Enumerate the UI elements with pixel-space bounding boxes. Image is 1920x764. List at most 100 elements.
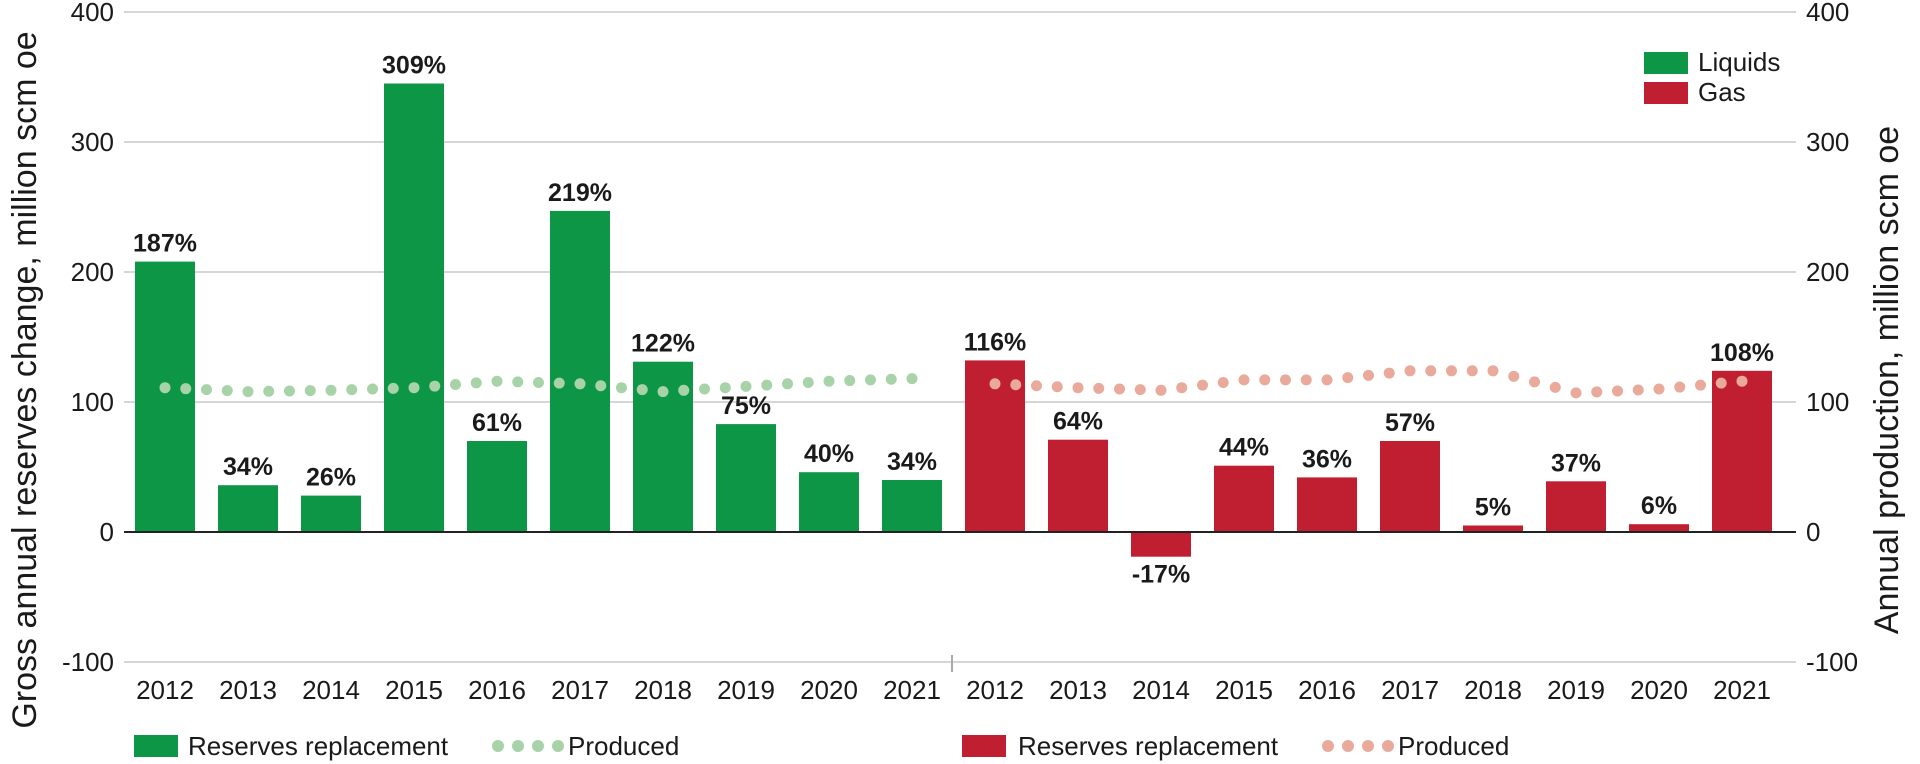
produced-dot [221,385,233,397]
produced-dot [1404,365,1416,377]
produced-dot [1695,379,1706,391]
produced-dot [159,382,171,394]
data-label: 61% [472,409,522,437]
produced-dot [865,374,876,386]
produced-dot [1570,387,1582,399]
produced-dot [1238,374,1250,386]
produced-dot [1010,379,1022,391]
right-axis-title: Annual production, million scm oe [1868,126,1906,634]
produced-dot [1114,383,1125,395]
produced-dot [367,383,378,395]
legend-label: Produced [1398,731,1509,761]
bar [1546,481,1606,532]
produced-dot [1134,384,1146,396]
x-axis-ticks: 2012 2013 2014 2015 2016 2017 2018 2019 2020 2021… [136,675,1771,705]
produced-dot [1259,374,1271,386]
produced-dot [1217,377,1229,388]
produced-dot [242,386,254,398]
produced-dot [823,375,835,387]
data-label: 26% [306,464,356,492]
produced-dot [1529,376,1540,388]
produced-dot [387,382,399,394]
legend-swatch [962,735,1006,757]
produced-dot [408,382,420,394]
bar [1712,370,1772,532]
bar [1131,532,1191,557]
bar [384,83,444,532]
data-label: 5% [1475,494,1511,522]
produced-dot [678,384,690,396]
data-label: 122% [631,330,695,358]
produced-dot [1466,365,1478,377]
left-y-axis-ticks: -100 0 100 200 300 400 [62,0,114,677]
left-tick-label: 400 [71,0,114,27]
x-tick-label: 2015 [385,675,443,705]
produced-dot [1632,384,1644,396]
right-tick-label: 300 [1806,127,1849,157]
produced-dot [201,384,212,396]
data-label: 116% [964,328,1027,356]
produced-dot [1446,365,1457,377]
produced-dot [180,383,192,395]
produced-dot [533,377,544,388]
bar [301,495,361,532]
x-tick-label: 2017 [1381,675,1439,705]
produced-dot [1591,386,1603,398]
x-tick-label: 2019 [1547,675,1605,705]
produced-dot [1155,384,1167,396]
bars [135,83,1772,557]
produced-dot [1508,370,1520,382]
produced-dot [470,377,482,389]
produced-dot [636,384,648,396]
produced-dot [1736,375,1748,387]
x-tick-label: 2017 [551,675,609,705]
produced-dot [429,380,441,392]
produced-dot [1280,374,1291,386]
legend-dot [1342,740,1354,752]
data-label: 40% [804,440,854,468]
x-tick-label: 2016 [468,675,526,705]
data-label: 57% [1385,409,1435,437]
x-tick-label: 2020 [1630,675,1688,705]
right-y-axis-ticks: -100 0 100 200 300 400 [1806,0,1858,677]
produced-dot [761,379,773,391]
produced-dot [491,375,503,387]
produced-dot [263,385,275,397]
gridlines [124,11,1796,663]
legend-swatch [1644,82,1688,104]
legend-dot [492,740,504,752]
left-tick-label: -100 [62,647,114,677]
right-tick-label: -100 [1806,647,1858,677]
legend-dot [1322,740,1334,752]
data-label: 64% [1053,408,1103,436]
data-label: 187% [133,230,197,258]
bar [1629,524,1689,532]
bar [550,210,610,532]
x-tick-label: 2018 [1464,675,1522,705]
x-tick-label: 2020 [800,675,858,705]
produced-dot [1612,385,1623,397]
data-label: 75% [721,392,771,420]
produced-dot [325,384,337,396]
legend-label: Liquids [1698,47,1780,77]
x-tick-label: 2021 [1713,675,1771,705]
produced-dot [1487,365,1499,377]
produced-dot [346,384,358,396]
produced-dots [159,365,1748,399]
produced-dot [1072,382,1084,394]
produced-dot [284,385,295,397]
x-tick-label: 2013 [1049,675,1107,705]
bar [716,424,776,532]
x-tick-label: 2016 [1298,675,1356,705]
legend-bottom: Reserves replacement Produced Reserves rep… [134,731,1509,761]
produced-dot [657,386,669,398]
data-label: 219% [548,179,612,207]
produced-dot [1674,381,1686,393]
legend-dot [1362,740,1374,752]
legend-label: Produced [568,731,679,761]
left-tick-label: 0 [100,517,114,547]
x-tick-label: 2014 [302,675,360,705]
x-tick-label: 2012 [966,675,1024,705]
legend-label: Reserves replacement [1018,731,1279,761]
